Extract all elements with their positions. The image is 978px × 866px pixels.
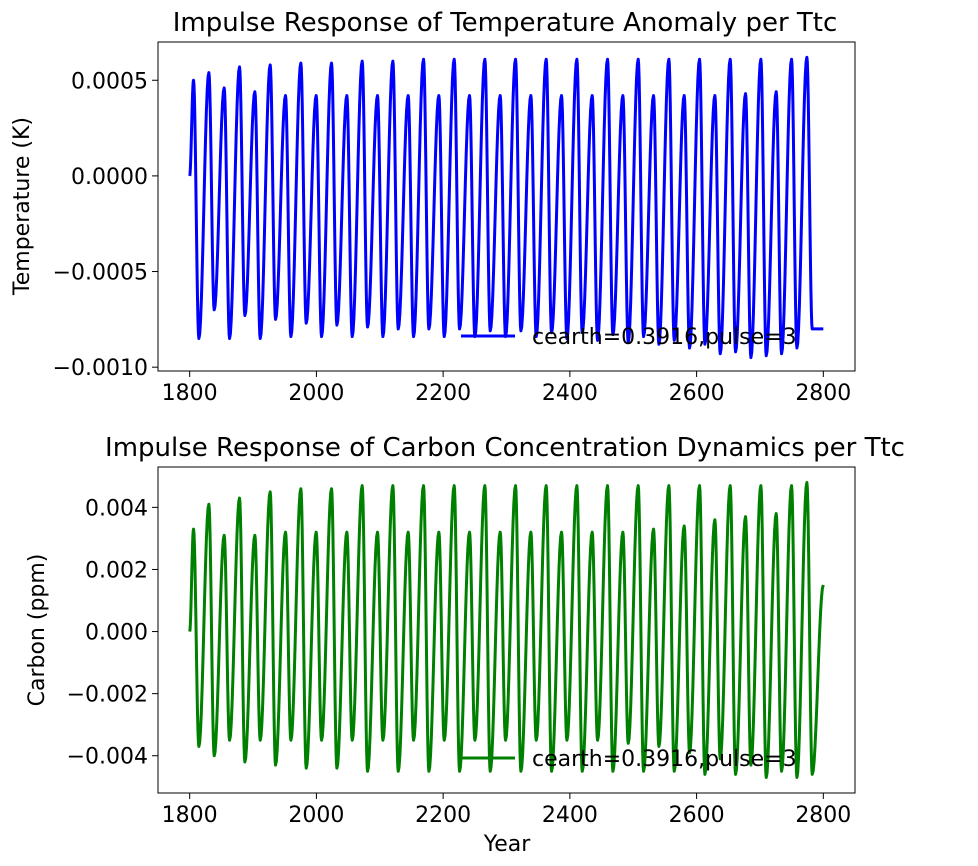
legend-label: cearth=0.3916,pulse=3 <box>532 747 797 772</box>
axes-frame <box>157 466 856 794</box>
plot-area <box>188 55 824 360</box>
y-tick-label: 0.000 <box>85 621 148 646</box>
y-axis-label: Carbon (ppm) <box>25 554 50 707</box>
y-tick-label: 0.0000 <box>71 165 148 190</box>
legend: cearth=0.3916,pulse=3 <box>461 747 797 772</box>
legend-label: cearth=0.3916,pulse=3 <box>532 325 797 350</box>
carbon-chart: Impulse Response of Carbon Concentration… <box>25 433 905 857</box>
legend: cearth=0.3916,pulse=3 <box>461 325 797 350</box>
axes-frame <box>157 41 856 372</box>
x-axis-label: Year <box>483 832 532 857</box>
y-tick-label: −0.002 <box>67 683 148 708</box>
x-tick-label: 1800 <box>162 803 218 828</box>
chart-title: Impulse Response of Temperature Anomaly … <box>173 8 838 38</box>
y-tick-label: 0.004 <box>85 496 148 521</box>
x-tick-label: 2000 <box>288 803 344 828</box>
plot-area <box>188 481 825 779</box>
y-tick-label: −0.0005 <box>53 261 148 286</box>
x-tick-label: 2200 <box>415 803 471 828</box>
axis-ticks: 1800 2000 2200 2400 2600 2800 0.004 0.002 0.000 −… <box>67 496 852 828</box>
x-tick-label: 2600 <box>669 803 725 828</box>
x-tick-label: 2200 <box>415 381 471 406</box>
x-tick-label: 2800 <box>795 381 851 406</box>
y-tick-label: −0.0010 <box>53 356 148 381</box>
x-tick-label: 2600 <box>669 381 725 406</box>
series-line <box>188 55 824 360</box>
x-tick-label: 2400 <box>542 381 598 406</box>
axis-ticks: 1800 2000 2200 2400 2600 2800 0.0005 0.0000 −0.0… <box>53 69 852 406</box>
y-tick-label: 0.002 <box>85 558 148 583</box>
x-tick-label: 2400 <box>542 803 598 828</box>
series-line <box>188 481 825 779</box>
temperature-chart: Impulse Response of Temperature Anomaly … <box>10 8 856 406</box>
chart-title: Impulse Response of Carbon Concentration… <box>105 433 905 463</box>
x-tick-label: 1800 <box>162 381 218 406</box>
y-axis-label: Temperature (K) <box>10 117 35 296</box>
y-tick-label: 0.0005 <box>71 69 148 94</box>
x-tick-label: 2000 <box>288 381 344 406</box>
x-tick-label: 2800 <box>795 803 851 828</box>
y-tick-label: −0.004 <box>67 745 148 770</box>
